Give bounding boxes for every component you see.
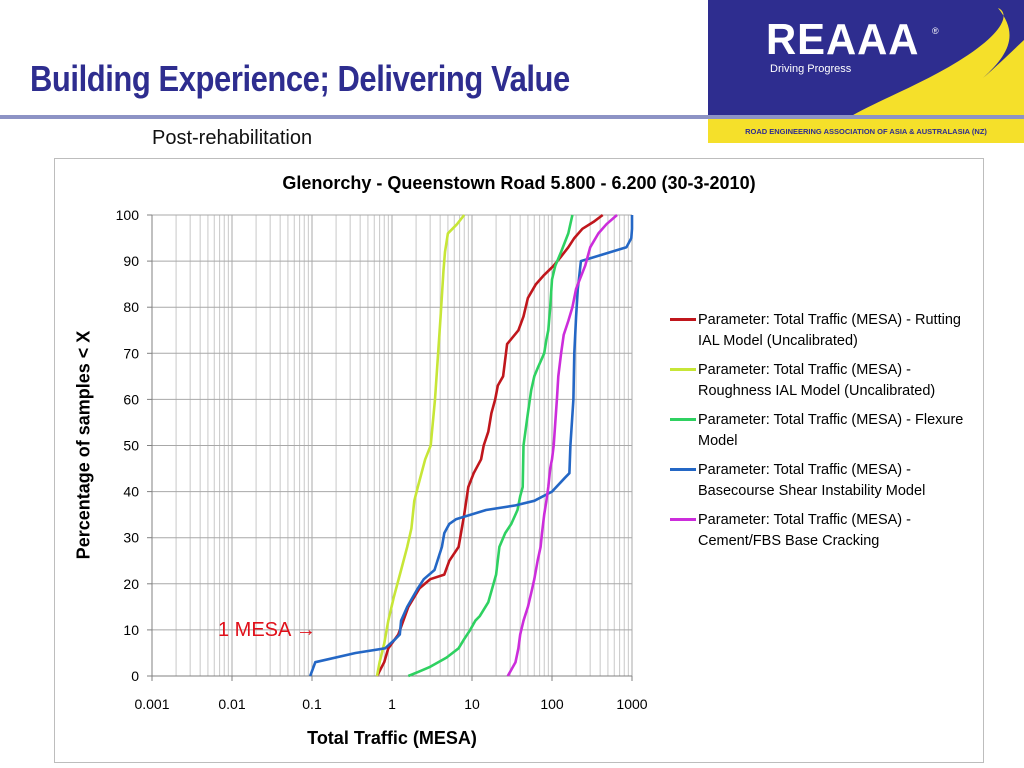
slide-title: Building Experience; Delivering Value <box>30 58 570 99</box>
y-tick-label: 80 <box>123 299 139 315</box>
chart-title: Glenorchy - Queenstown Road 5.800 - 6.20… <box>282 173 756 193</box>
legend-swatch-basecourse-shear <box>670 468 696 471</box>
series-line-4 <box>506 214 618 677</box>
y-tick-label: 100 <box>116 207 140 223</box>
y-tick-label: 40 <box>123 484 139 500</box>
series-line-3 <box>308 215 634 677</box>
y-tick-label: 50 <box>123 438 139 454</box>
chart-grid <box>151 214 633 677</box>
legend-label-rutting: Parameter: Total Traffic (MESA) - Ruttin… <box>698 312 961 349</box>
x-tick-label: 1 <box>388 696 396 712</box>
y-tick-label: 10 <box>123 622 139 638</box>
logo-tagline: Driving Progress <box>770 63 852 75</box>
legend-item-cement-fbs: Parameter: Total Traffic (MESA) - Cement… <box>670 510 970 552</box>
logo-strip: ROAD ENGINEERING ASSOCIATION OF ASIA & A… <box>708 119 1024 143</box>
x-tick-label: 10 <box>464 696 480 712</box>
legend-item-rutting: Parameter: Total Traffic (MESA) - Ruttin… <box>670 310 970 352</box>
legend-item-roughness: Parameter: Total Traffic (MESA) - Roughn… <box>670 360 970 402</box>
series-line-2 <box>407 214 574 678</box>
chart-series <box>308 213 634 678</box>
y-axis-label: Percentage of samples < X <box>73 330 94 560</box>
y-tick-label: 70 <box>123 345 139 361</box>
legend-label-cement-fbs: Parameter: Total Traffic (MESA) - Cement… <box>698 512 911 549</box>
x-axis-label: Total Traffic (MESA) <box>307 728 477 748</box>
x-tick-label: 100 <box>540 696 564 712</box>
one-mesa-annotation: 1 MESA → <box>218 619 316 642</box>
logo-registered-mark: ® <box>932 26 939 36</box>
chart-axes <box>147 214 633 681</box>
legend-label-basecourse-shear: Parameter: Total Traffic (MESA) - Baseco… <box>698 462 926 499</box>
legend-item-flexure: Parameter: Total Traffic (MESA) - Flexur… <box>670 410 970 452</box>
chart-legend: Parameter: Total Traffic (MESA) - Ruttin… <box>670 310 970 560</box>
x-tick-label: 0.001 <box>134 696 169 712</box>
y-tick-label: 0 <box>131 668 139 684</box>
logo-panel <box>708 0 1024 118</box>
y-tick-label: 30 <box>123 530 139 546</box>
x-tick-label: 1000 <box>616 696 647 712</box>
annotation-text: 1 MESA <box>218 619 291 641</box>
logo-wordmark: REAAA <box>766 15 920 64</box>
legend-swatch-cement-fbs <box>670 518 696 521</box>
legend-item-basecourse-shear: Parameter: Total Traffic (MESA) - Baseco… <box>670 460 970 502</box>
logo-strip-text: ROAD ENGINEERING ASSOCIATION OF ASIA & A… <box>745 126 987 136</box>
chart-frame <box>54 158 984 763</box>
title-divider <box>0 115 1024 119</box>
y-tick-label: 60 <box>123 391 139 407</box>
logo-swoosh-graphic <box>848 8 1024 118</box>
y-tick-label: 90 <box>123 253 139 269</box>
right-arrow-icon: → <box>295 619 316 641</box>
legend-swatch-flexure <box>670 418 696 421</box>
legend-label-flexure: Parameter: Total Traffic (MESA) - Flexur… <box>698 412 964 449</box>
x-tick-label: 0.1 <box>302 696 322 712</box>
series-line-1 <box>375 214 466 677</box>
y-tick-label: 20 <box>123 576 139 592</box>
chart-tick-labels: 0 10 20 30 40 50 60 70 80 90 100 0.001 0.01 0.1 1 10 100… <box>116 207 648 712</box>
legend-swatch-rutting <box>670 318 696 321</box>
legend-swatch-roughness <box>670 368 696 371</box>
slide-subtitle: Post-rehabilitation <box>152 127 313 149</box>
legend-label-roughness: Parameter: Total Traffic (MESA) - Roughn… <box>698 362 936 399</box>
x-tick-label: 0.01 <box>218 696 245 712</box>
